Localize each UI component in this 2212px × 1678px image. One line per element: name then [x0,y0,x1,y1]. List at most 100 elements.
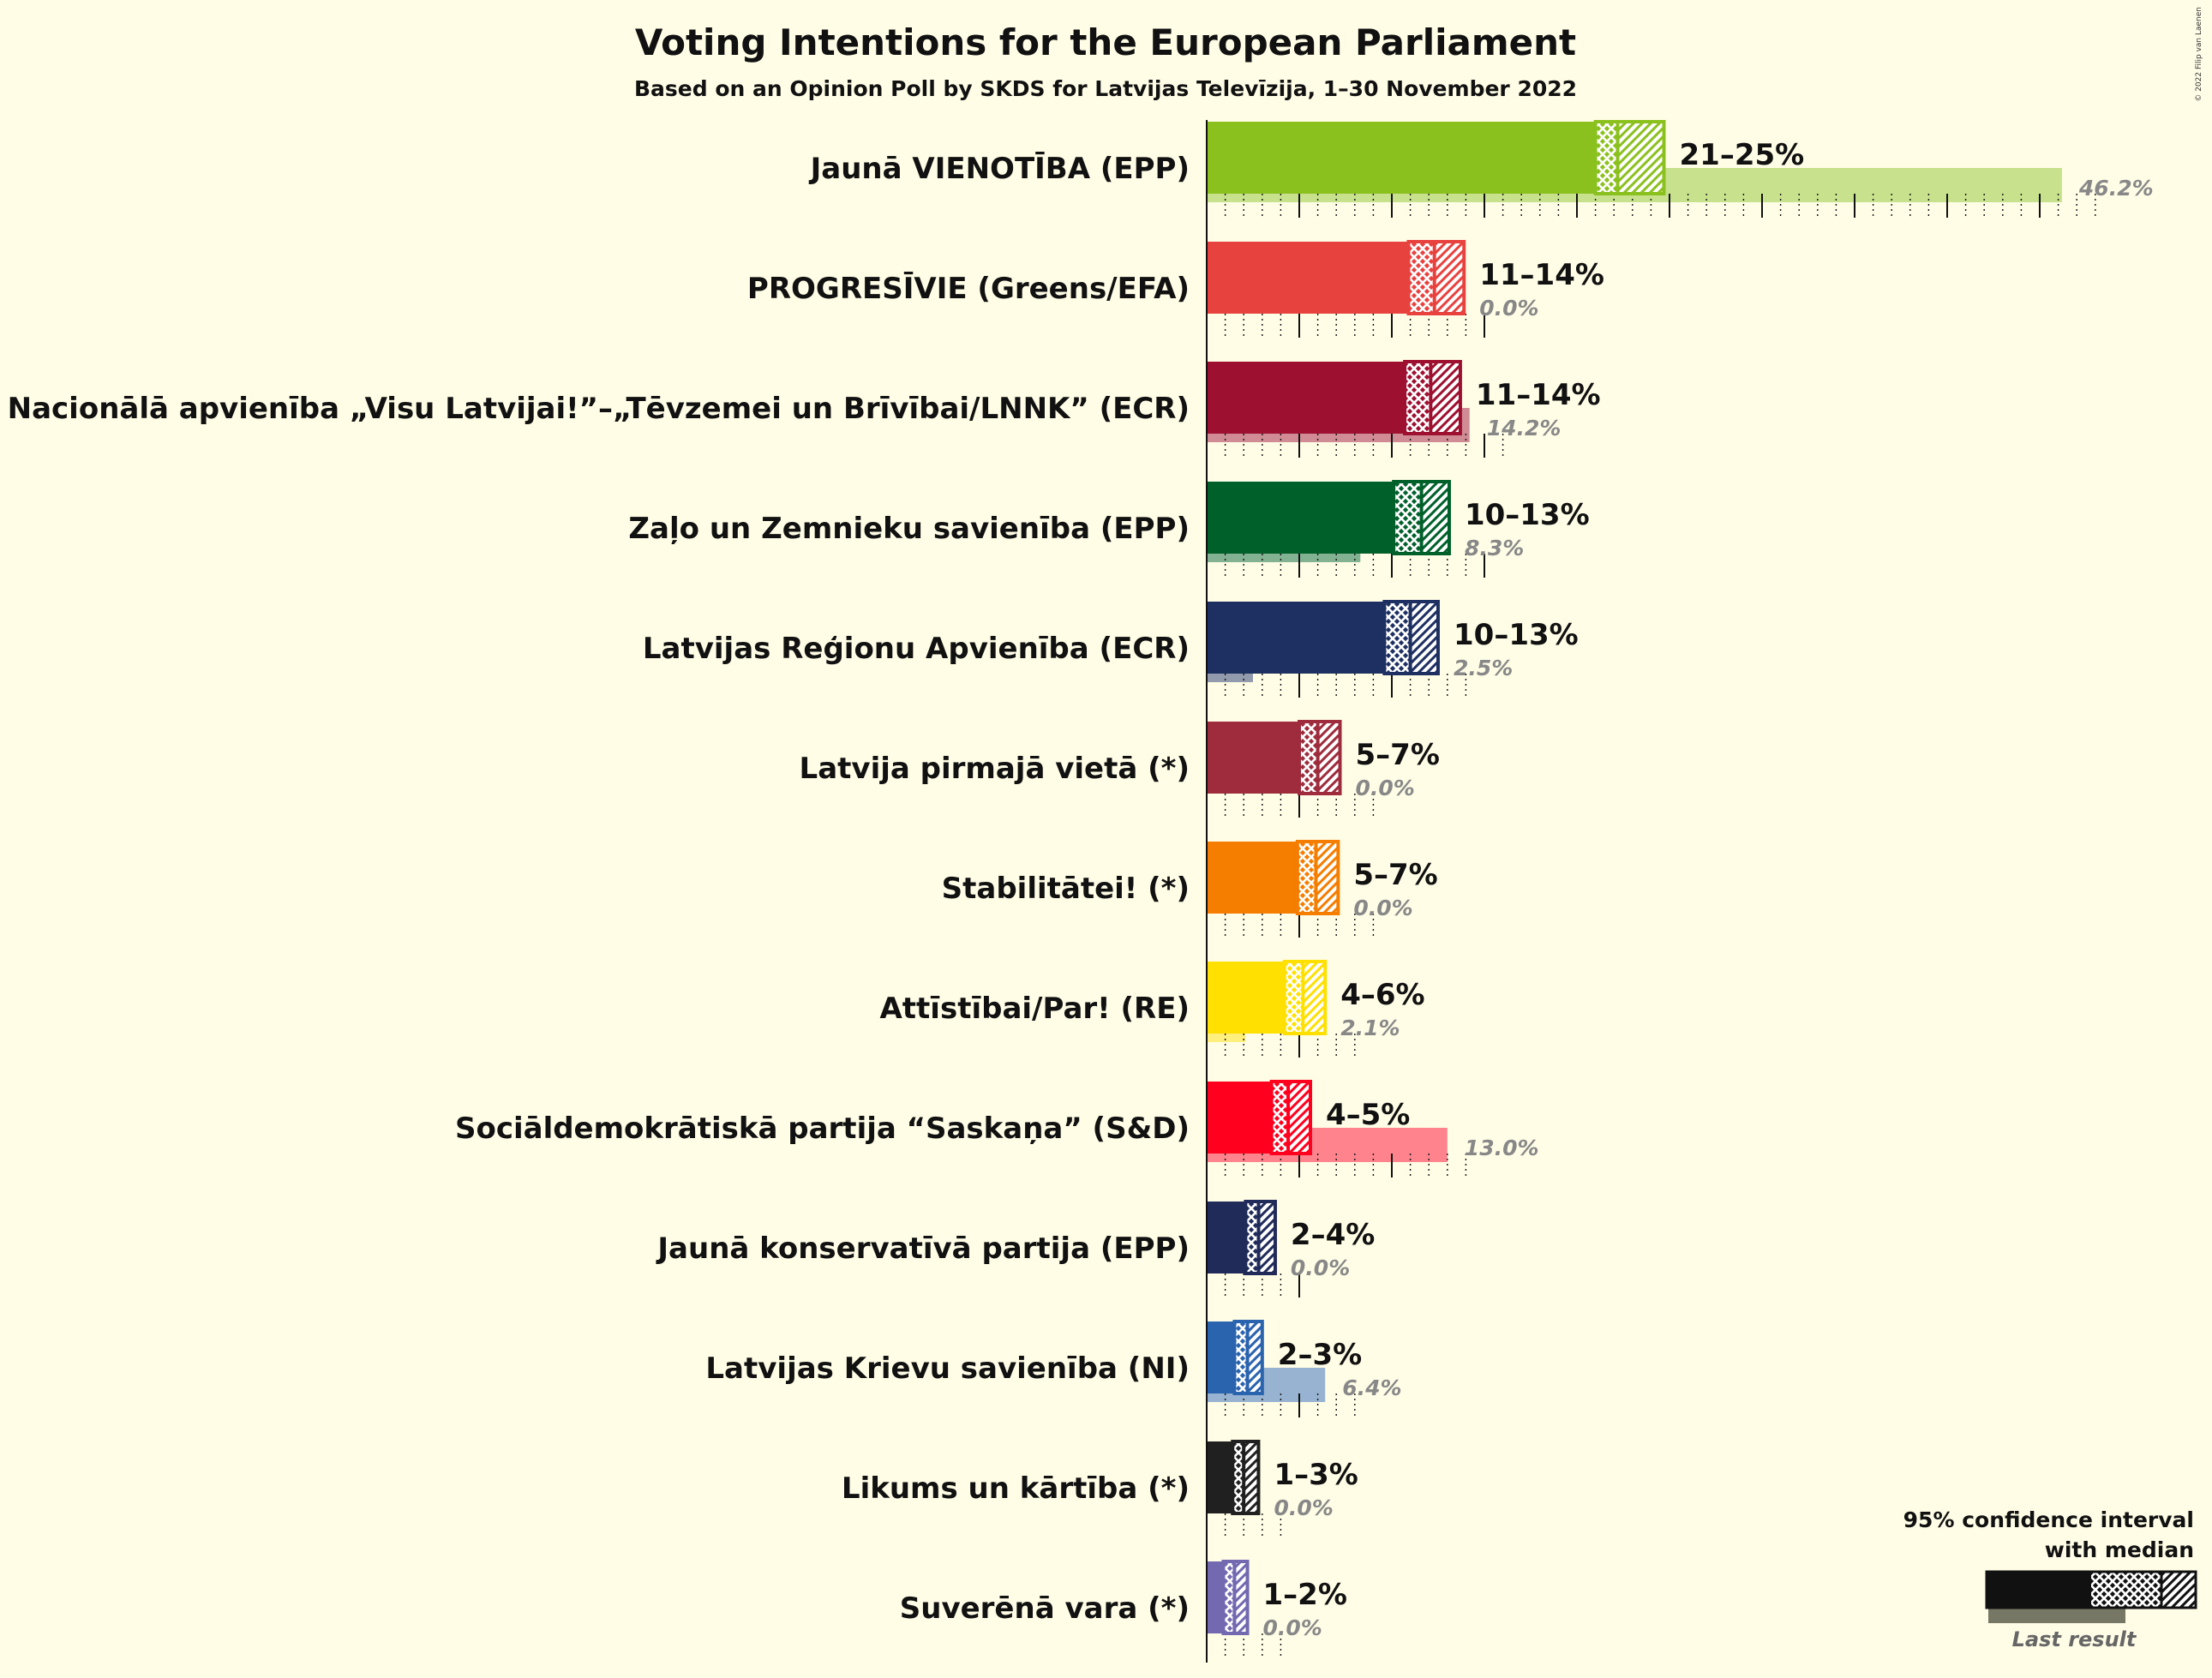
range-label: 1–2% [1263,1578,1347,1612]
last-result-label: 2.1% [1340,1016,1400,1040]
bar-ci-outline [1244,1200,1277,1275]
party-row: Latvijas Krievu savienība (NI) 2–3% 6.4% [705,1320,1402,1417]
bar-ci-upper [1410,602,1438,674]
bar-ci-lower [1408,242,1435,314]
bar-solid [1207,842,1298,914]
bar-solid [1207,122,1596,194]
range-label: 1–3% [1274,1458,1358,1492]
last-result-label: 0.0% [1263,1615,1322,1640]
bar-ci-lower [1297,842,1316,914]
legend-ci-hatch [2161,1572,2196,1608]
bar-ci-upper [1430,362,1460,434]
bar-solid [1207,1441,1233,1513]
bar-ci-lower [1234,1321,1248,1393]
party-name: Attīstībai/Par! (RE) [879,992,1190,1026]
bar-ci-lower [1394,482,1422,554]
bar-ci-upper [1258,1202,1275,1273]
bar-ci-lower [1284,962,1304,1034]
last-result-label: 6.4% [1342,1375,1401,1400]
bar-ci-upper [1317,722,1340,794]
range-label: 10–13% [1465,498,1590,532]
bar-ci-upper [1421,482,1449,554]
bar-ci-upper [1244,1441,1259,1513]
range-label: 10–13% [1454,618,1579,652]
party-name: Nacionālā apvienība „Visu Latvijai!”–„Tē… [8,392,1190,426]
party-row: Zaļo un Zemnieku savienība (EPP) 10–13% 8.… [628,480,1590,578]
last-result-label: 0.0% [1291,1256,1350,1280]
bar-ci-outline [1593,120,1666,195]
party-name: Latvijas Krievu savienība (NI) [705,1351,1190,1386]
last-result-label: 0.0% [1356,776,1415,800]
party-row: Suverēnā vara (*) 1–2% 0.0% [900,1560,1347,1657]
bar-ci-outline [1298,720,1342,795]
party-row: Latvija pirmajā vietā (*) 5–7% 0.0% [800,720,1440,818]
bar-solid [1207,602,1385,674]
range-label: 11–14% [1479,258,1604,292]
bar-ci-lower [1245,1202,1259,1273]
last-result-label: 0.0% [1353,896,1412,920]
bar-ci-outline [1269,1080,1312,1155]
bar-ci-lower [1405,362,1431,434]
bar-ci-lower [1299,722,1318,794]
party-row: Stabilitātei! (*) 5–7% 0.0% [942,840,1438,938]
bar-solid [1207,242,1409,314]
last-result-label: 8.3% [1465,536,1524,560]
last-result-label: 0.0% [1274,1495,1333,1520]
legend-title-line1: 95% confidence interval [1903,1507,2194,1532]
last-result-label: 13.0% [1465,1136,1539,1160]
bar-ci-upper [1434,242,1465,314]
bar-ci-lower [1595,122,1618,194]
party-name: Latvijas Reģionu Apvienība (ECR) [643,632,1190,666]
bar-solid [1207,722,1299,794]
party-row: Jaunā konservatīvā partija (EPP) 2–4% 0.0% [656,1200,1375,1297]
legend-last-result-label: Last result [2012,1627,2137,1651]
bar-solid [1207,1561,1224,1633]
bar-solid [1207,482,1394,554]
party-row: Jaunā VIENOTĪBA (EPP) 21–25% 46.2% [809,120,2154,218]
party-name: PROGRESĪVIE (Greens/EFA) [747,272,1190,306]
last-result-label: 14.2% [1487,416,1562,440]
party-name: Suverēnā vara (*) [900,1591,1190,1626]
bar-ci-upper [1617,122,1664,194]
party-row: PROGRESĪVIE (Greens/EFA) 11–14% 0.0% [747,240,1604,338]
last-result-label: 2.5% [1454,656,1513,680]
copyright-note: © 2022 Filip van Laenen [2195,7,2203,102]
bar-solid [1207,362,1406,434]
bar-ci-outline [1231,1440,1261,1515]
chart-title: Voting Intentions for the European Parli… [635,21,1576,63]
range-label: 4–6% [1340,978,1424,1012]
legend-ci-solid [1987,1572,2091,1608]
bar-solid [1207,1321,1235,1393]
bar-ci-upper [1303,962,1326,1034]
party-name: Zaļo un Zemnieku savienība (EPP) [628,512,1190,546]
bar-ci-upper [1316,842,1339,914]
bar-ci-lower [1223,1561,1235,1633]
bar-ci-outline [1403,360,1462,435]
range-label: 2–4% [1291,1218,1375,1252]
party-rows: Jaunā VIENOTĪBA (EPP) 21–25% 46.2% PROGRESĪ… [8,120,2154,1663]
legend-ci-crosshatch [2091,1572,2161,1608]
range-label: 11–14% [1476,378,1601,412]
bar-ci-outline [1406,240,1466,315]
party-name: Jaunā VIENOTĪBA (EPP) [809,152,1190,186]
bar-solid [1207,962,1285,1034]
party-row: Nacionālā apvienība „Visu Latvijai!”–„Tē… [8,360,1601,458]
bar-ci-upper [1288,1082,1310,1154]
legend-ci-outline [1985,1570,2197,1609]
party-name: Latvija pirmajā vietā (*) [800,752,1190,786]
party-row: Likums un kārtība (*) 1–3% 0.0% [842,1440,1358,1537]
bar-solid [1207,1082,1272,1154]
party-row: Sociāldemokrātiskā partija “Saskaņa” (S&… [455,1080,1539,1178]
party-row: Latvijas Reģionu Apvienība (ECR) 10–13% 2.… [643,600,1579,698]
range-label: 5–7% [1356,738,1440,772]
bar-ci-lower [1384,602,1411,674]
range-label: 21–25% [1680,138,1805,172]
chart-subtitle: Based on an Opinion Poll by SKDS for Lat… [634,76,1577,101]
legend: 95% confidence interval with median Last… [1903,1507,2197,1651]
party-name: Jaunā konservatīvā partija (EPP) [656,1232,1190,1266]
range-label: 4–5% [1326,1098,1410,1132]
bar-ci-upper [1247,1321,1262,1393]
party-name: Likums un kārtība (*) [842,1471,1190,1506]
